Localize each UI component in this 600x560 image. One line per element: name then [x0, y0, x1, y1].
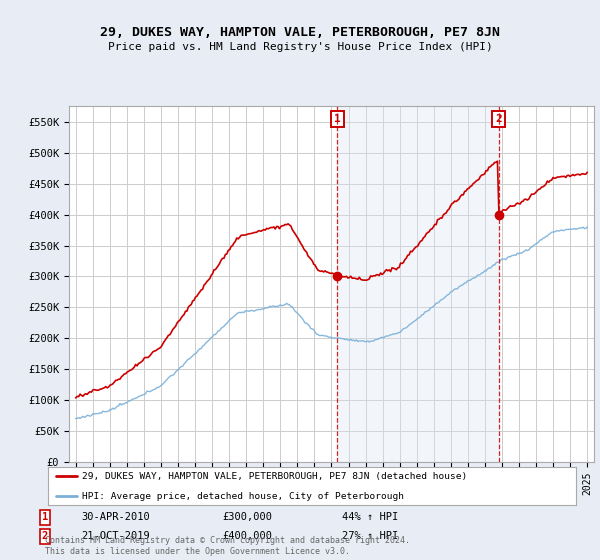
Text: 1: 1: [334, 114, 340, 124]
Text: HPI: Average price, detached house, City of Peterborough: HPI: Average price, detached house, City…: [82, 492, 404, 501]
Text: 2: 2: [42, 531, 48, 542]
Bar: [337, 106, 499, 462]
Text: 21-OCT-2019: 21-OCT-2019: [81, 531, 150, 542]
Text: Contains HM Land Registry data © Crown copyright and database right 2024.
This d: Contains HM Land Registry data © Crown c…: [45, 536, 410, 556]
Text: £400,000: £400,000: [222, 531, 272, 542]
Text: Price paid vs. HM Land Registry's House Price Index (HPI): Price paid vs. HM Land Registry's House …: [107, 42, 493, 52]
Text: 29, DUKES WAY, HAMPTON VALE, PETERBOROUGH, PE7 8JN: 29, DUKES WAY, HAMPTON VALE, PETERBOROUG…: [100, 26, 500, 39]
Text: 29, DUKES WAY, HAMPTON VALE, PETERBOROUGH, PE7 8JN (detached house): 29, DUKES WAY, HAMPTON VALE, PETERBOROUG…: [82, 473, 467, 482]
Text: 30-APR-2010: 30-APR-2010: [81, 512, 150, 522]
Text: 2: 2: [495, 114, 502, 124]
Text: £300,000: £300,000: [222, 512, 272, 522]
Text: 27% ↑ HPI: 27% ↑ HPI: [342, 531, 398, 542]
Text: 44% ↑ HPI: 44% ↑ HPI: [342, 512, 398, 522]
Text: 1: 1: [42, 512, 48, 522]
